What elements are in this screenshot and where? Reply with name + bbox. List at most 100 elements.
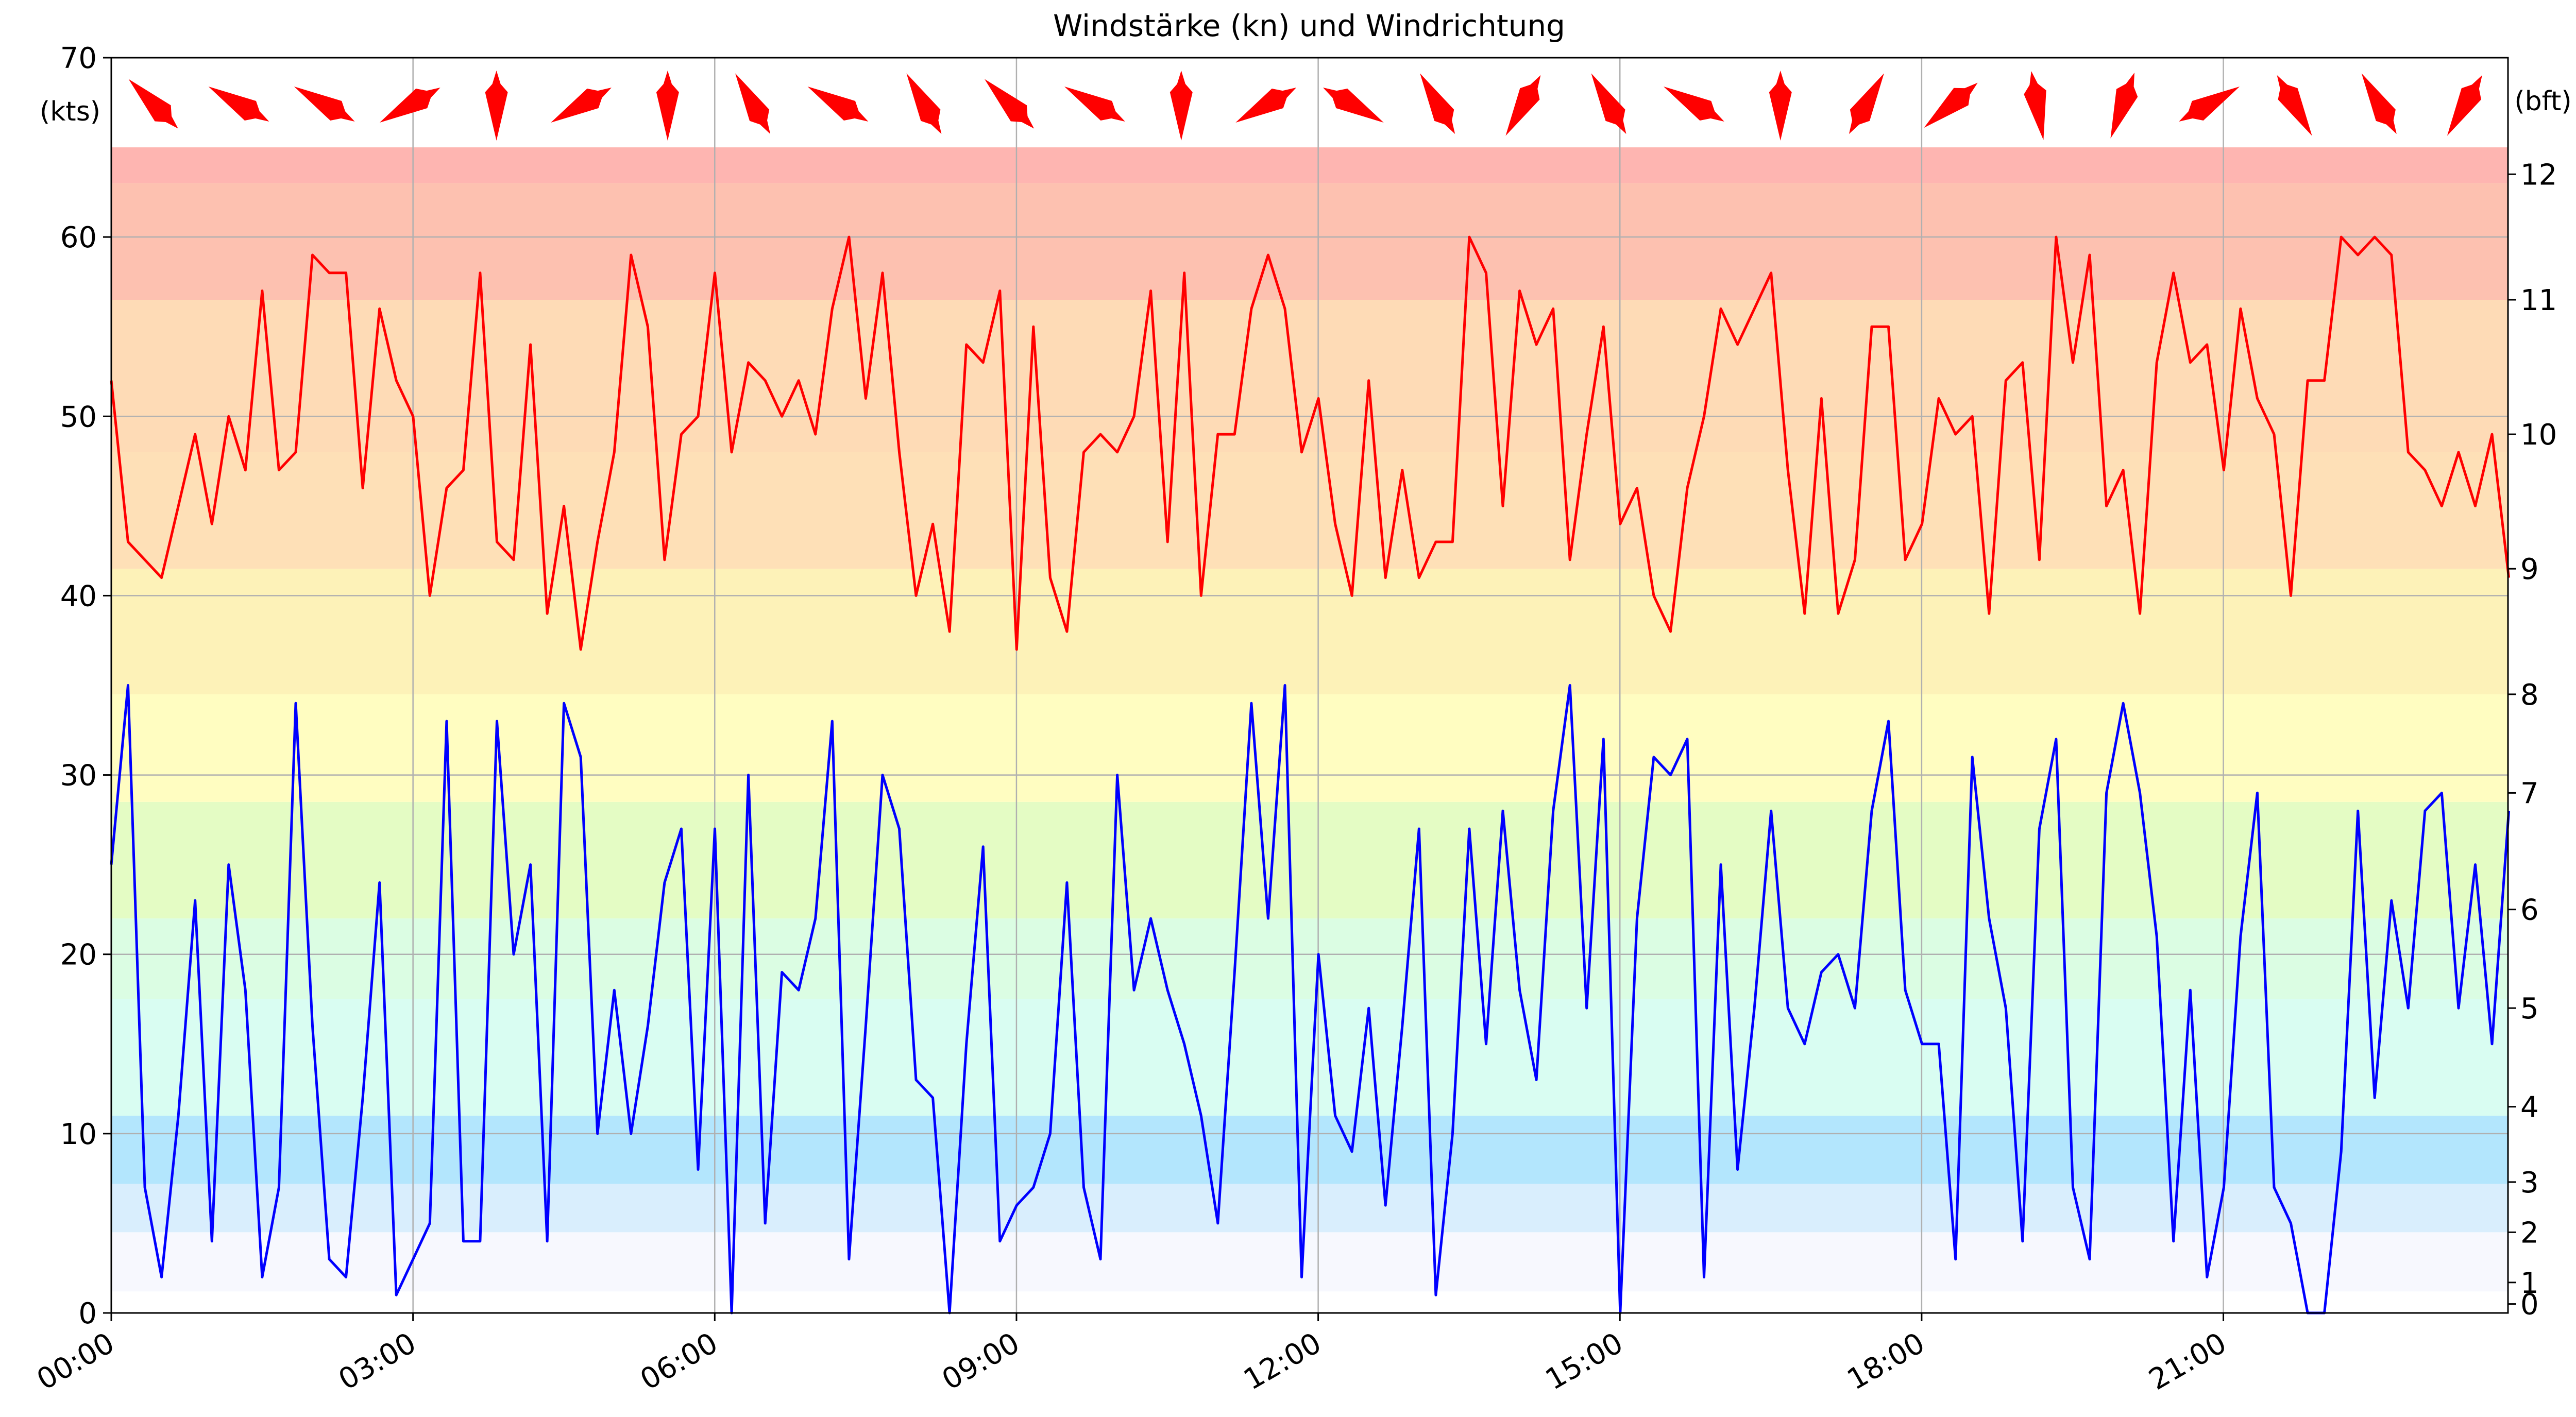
arrow-shape	[128, 79, 178, 129]
left-tick-label: 70	[60, 42, 97, 75]
direction-arrow	[2110, 72, 2138, 139]
series-line-1	[110, 684, 2511, 1314]
arrow-shape	[985, 79, 1035, 129]
direction-arrow	[985, 79, 1035, 129]
right-tick-label: 7	[2520, 777, 2539, 810]
direction-arrow	[2277, 75, 2312, 136]
band-1	[111, 1232, 2508, 1292]
arrow-shape	[2024, 71, 2046, 140]
direction-arrow	[807, 87, 869, 122]
arrow-shape	[1924, 82, 1978, 128]
direction-arrow	[2361, 73, 2397, 134]
right-tick-label: 9	[2520, 553, 2539, 586]
left-tick-label: 0	[78, 1297, 97, 1330]
direction-arrow	[906, 73, 942, 134]
band-9	[111, 452, 2508, 569]
x-tick-label: 18:00	[1842, 1326, 1930, 1397]
arrow-shape	[1663, 87, 1724, 122]
arrow-shape	[1591, 73, 1626, 134]
arrow-shape	[1235, 88, 1297, 123]
right-tick-label: 11	[2520, 284, 2557, 317]
arrow-shape	[1064, 87, 1125, 122]
arrow-shape	[2447, 75, 2482, 136]
arrow-shape	[485, 71, 508, 141]
band-7	[111, 694, 2508, 802]
plot-frame	[110, 57, 2509, 1314]
arrow-shape	[1420, 73, 1455, 134]
beaufort-bands	[111, 147, 2508, 1313]
arrow-shape	[294, 87, 355, 122]
direction-arrow	[735, 73, 771, 134]
x-tick-label: 03:00	[333, 1326, 421, 1397]
band-8	[111, 569, 2508, 694]
direction-arrow	[2179, 87, 2240, 122]
x-tick-label: 12:00	[1238, 1326, 1327, 1397]
arrow-shape	[1769, 71, 1792, 141]
x-tick-label: 21:00	[2143, 1326, 2232, 1397]
x-tick-label: 00:00	[31, 1326, 120, 1397]
band-0	[111, 1291, 2508, 1313]
arrow-shape	[1505, 75, 1541, 136]
band-5	[111, 918, 2508, 999]
wind-series	[110, 235, 2511, 1314]
band-12	[111, 147, 2508, 183]
right-tick-label: 12	[2520, 158, 2557, 192]
x-axis: 00:00 03:00 06:00 09:00 12:00 15:00 18:00 21:00	[31, 1313, 2232, 1397]
band-11	[111, 183, 2508, 300]
direction-arrow	[1505, 75, 1541, 136]
arrow-shape	[1170, 71, 1193, 141]
direction-arrow	[1924, 82, 1978, 128]
x-tick-label: 15:00	[1540, 1326, 1629, 1397]
band-4	[111, 999, 2508, 1116]
direction-arrow	[2024, 71, 2046, 140]
left-tick-label: 60	[60, 221, 97, 254]
direction-arrow	[551, 88, 612, 123]
wind-direction-arrows	[128, 71, 2482, 141]
series-line-0	[110, 235, 2511, 651]
direction-arrow	[1769, 71, 1792, 141]
left-tick-label: 20	[60, 938, 97, 972]
direction-arrow	[294, 87, 355, 122]
arrow-shape	[1323, 88, 1384, 123]
arrow-shape	[656, 71, 679, 141]
direction-arrow	[485, 71, 508, 141]
left-tick-label: 30	[60, 759, 97, 793]
right-tick-label: 10	[2520, 418, 2557, 452]
x-tick-label: 09:00	[937, 1326, 1025, 1397]
direction-arrow	[1170, 71, 1193, 141]
arrow-shape	[2179, 87, 2240, 122]
direction-arrow	[656, 71, 679, 141]
direction-arrow	[208, 87, 269, 122]
right-tick-label: 0	[2520, 1288, 2539, 1322]
arrow-shape	[208, 87, 269, 122]
arrow-shape	[2110, 72, 2138, 139]
direction-arrow	[1663, 87, 1724, 122]
direction-arrow	[379, 88, 440, 123]
direction-arrow	[2447, 75, 2482, 136]
right-tick-label: 5	[2520, 992, 2539, 1026]
right-tick-label: 3	[2520, 1166, 2539, 1200]
arrow-shape	[807, 87, 869, 122]
direction-arrow	[1849, 73, 1884, 134]
left-axis: 0 10 20 30 40 50 60 70	[60, 42, 111, 1330]
direction-arrow	[1323, 88, 1384, 123]
arrow-shape	[735, 73, 771, 134]
arrow-shape	[2361, 73, 2397, 134]
arrow-shape	[551, 88, 612, 123]
arrow-shape	[379, 88, 440, 123]
right-tick-label: 2	[2520, 1216, 2539, 1250]
direction-arrow	[1064, 87, 1125, 122]
right-tick-label: 4	[2520, 1091, 2539, 1124]
direction-arrow	[128, 79, 178, 129]
direction-arrow	[1591, 73, 1626, 134]
right-tick-label: 8	[2520, 678, 2539, 712]
right-tick-label: 1	[2520, 1267, 2539, 1300]
left-axis-label: (kts)	[40, 96, 100, 127]
chart-title: Windstärke (kn) und Windrichtung	[1053, 8, 1565, 43]
band-2	[111, 1184, 2508, 1233]
right-tick-label: 6	[2520, 894, 2539, 927]
arrow-shape	[906, 73, 942, 134]
arrow-shape	[2277, 75, 2312, 136]
